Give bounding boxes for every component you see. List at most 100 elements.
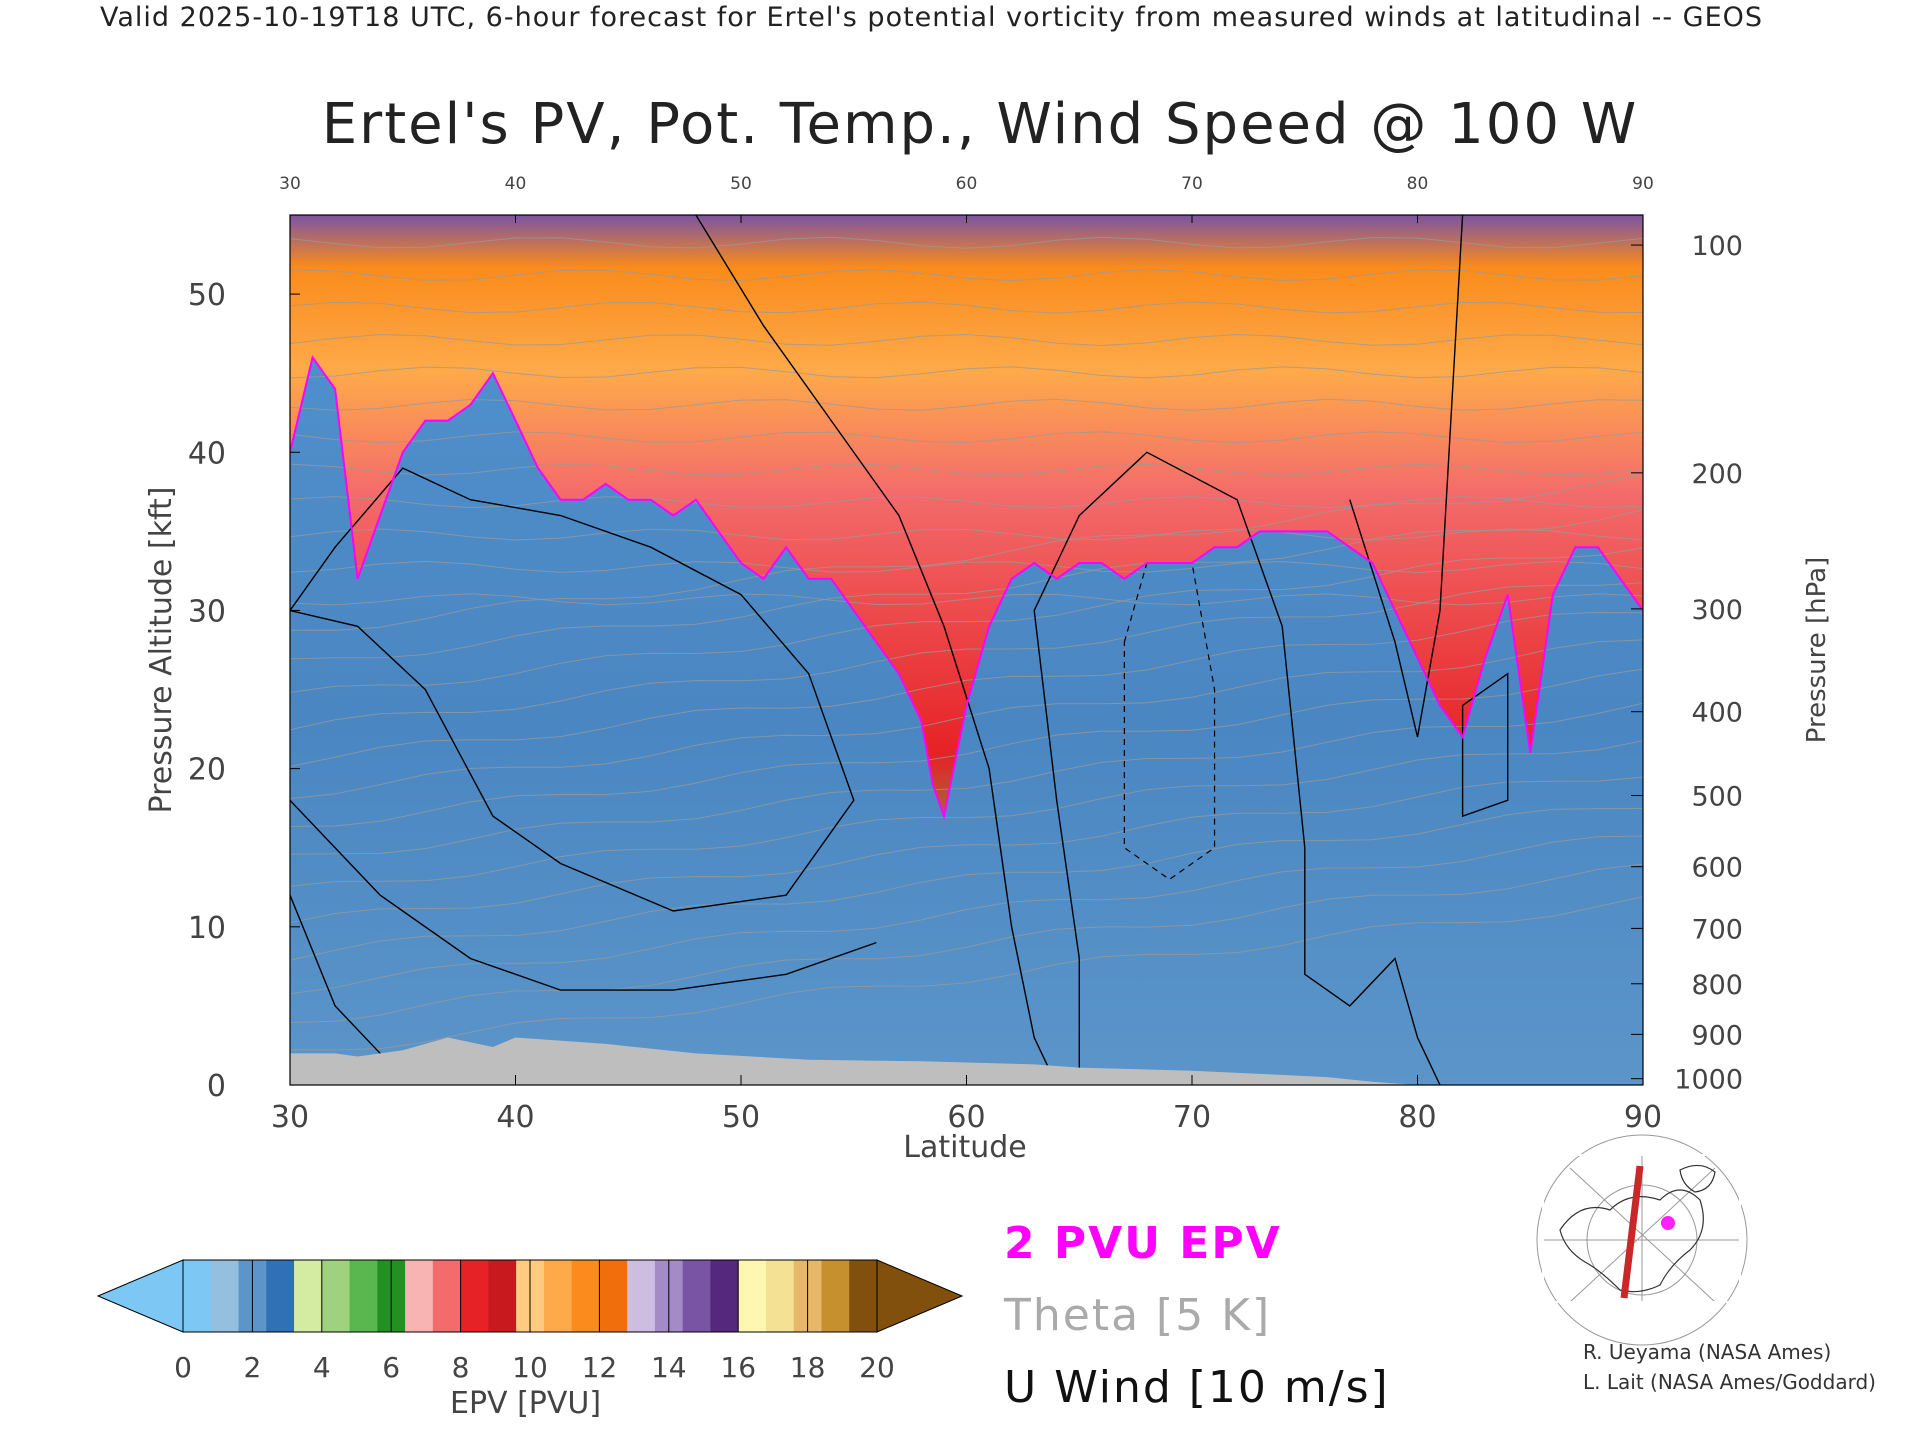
x-tick-label: 50 xyxy=(722,1100,760,1135)
x-top-tick-label: 40 xyxy=(505,174,527,194)
y-tick-label: 0 xyxy=(207,1069,226,1104)
top-caption: Valid 2025-10-19T18 UTC, 6-hour forecast… xyxy=(100,2,1764,33)
y-tick-label: 20 xyxy=(188,753,226,788)
legend-pv-line: 2 PVU EPV xyxy=(1004,1218,1282,1269)
y-tick-label: 10 xyxy=(188,911,226,946)
colorbar-segment xyxy=(765,1260,795,1332)
chart-title: Ertel's PV, Pot. Temp., Wind Speed @ 100… xyxy=(321,92,1639,157)
theta-contour xyxy=(290,333,1643,347)
y-axis-label: Pressure Altitude [kft] xyxy=(144,487,179,814)
theta-contour xyxy=(290,835,1643,995)
u-wind-contour xyxy=(1033,451,1441,1085)
x-top-tick-label: 30 xyxy=(279,174,301,194)
u-wind-contour xyxy=(290,467,855,912)
theta-contour xyxy=(290,269,1643,282)
x-axis-top: 30 40 50 60 70 80 90 xyxy=(279,174,1654,223)
colorbar-segment xyxy=(682,1260,712,1332)
theta-contour xyxy=(290,301,1643,314)
pressure-tick-label: 900 xyxy=(1691,1020,1743,1051)
legend-theta: Theta [5 K] xyxy=(1004,1290,1272,1341)
theta-contour xyxy=(290,582,1643,731)
theta-contour xyxy=(290,593,1643,606)
colorbar-segment xyxy=(321,1260,351,1332)
colorbar-tick-label: 10 xyxy=(512,1351,548,1384)
theta-contours xyxy=(290,236,1643,1051)
y-axis-right: 100 200 300 400 500 600 700 800 900 1000 xyxy=(1631,231,1743,1096)
theta-contour xyxy=(290,896,1643,1051)
u-wind-contour xyxy=(1461,672,1509,818)
y-tick-label: 50 xyxy=(188,278,226,313)
colorbar-segment xyxy=(183,1260,212,1332)
colorbar-segment xyxy=(738,1260,767,1332)
colorbar-segment xyxy=(849,1260,878,1332)
colorbar-tick-label: 8 xyxy=(452,1351,470,1384)
pressure-tick-label: 800 xyxy=(1691,970,1743,1001)
pressure-tick-label: 600 xyxy=(1691,853,1743,884)
colorbar-segment xyxy=(294,1260,323,1332)
x-axis-bottom: 30 40 50 60 70 80 90 xyxy=(271,1075,1662,1135)
theta-contour xyxy=(290,639,1643,800)
legend-u-wind: U Wind [10 m/s] xyxy=(1004,1362,1390,1413)
u-wind-contour xyxy=(1349,215,1464,738)
colorbar-tick-label: 20 xyxy=(859,1351,895,1384)
theta-contour xyxy=(290,863,1643,1023)
pressure-tick-label: 400 xyxy=(1691,698,1743,729)
pressure-tick-label: 300 xyxy=(1691,595,1743,626)
colorbar-segment xyxy=(821,1260,850,1332)
x-axis-label: Latitude xyxy=(903,1130,1026,1165)
section-line xyxy=(1620,1165,1644,1299)
theta-contour xyxy=(290,668,1643,827)
location-marker xyxy=(1661,1216,1675,1230)
x-tick-label: 30 xyxy=(271,1100,309,1135)
theta-contour xyxy=(290,702,1643,855)
colorbar-tick-label: 18 xyxy=(790,1351,826,1384)
colorbar-tick-label: 6 xyxy=(382,1351,400,1384)
pressure-tick-label: 500 xyxy=(1691,782,1743,813)
pv-2pvu-contour xyxy=(290,355,1643,820)
x-top-tick-label: 60 xyxy=(956,174,978,194)
colorbar-tick-label: 4 xyxy=(313,1351,331,1384)
theta-contour xyxy=(290,509,1643,660)
theta-contour xyxy=(290,496,1643,509)
theta-contour xyxy=(290,236,1643,249)
pressure-tick-label: 1000 xyxy=(1674,1065,1743,1096)
x-top-tick-label: 90 xyxy=(1632,174,1654,194)
x-top-tick-label: 80 xyxy=(1407,174,1429,194)
colorbar-tick-label: 2 xyxy=(243,1351,261,1384)
colorbar-segment xyxy=(599,1260,628,1332)
x-top-tick-label: 70 xyxy=(1181,174,1203,194)
north-america-outline xyxy=(1559,1189,1704,1293)
colorbar-segment xyxy=(432,1260,462,1332)
credit-line-1: R. Ueyama (NASA Ames) xyxy=(1583,1340,1832,1364)
x-tick-label: 90 xyxy=(1624,1100,1662,1135)
colorbar-segment xyxy=(210,1260,240,1332)
colorbar-segment xyxy=(571,1260,600,1332)
colorbar-segment xyxy=(627,1260,656,1332)
u-wind-contour xyxy=(290,799,877,991)
theta-contour xyxy=(290,740,1643,887)
colorbar-tick-label: 14 xyxy=(651,1351,687,1384)
colorbar-segment xyxy=(488,1260,517,1332)
pressure-tick-label: 700 xyxy=(1691,914,1743,945)
theta-contour xyxy=(290,808,1643,961)
colorbar-ticks: 0 2 4 6 8 10 12 14 16 18 20 xyxy=(174,1260,895,1384)
y-axis-left: 0 10 20 30 40 50 xyxy=(188,278,300,1104)
colorbar-segment xyxy=(405,1260,434,1332)
x-tick-label: 70 xyxy=(1173,1100,1211,1135)
x-top-tick-label: 50 xyxy=(730,174,752,194)
terrain xyxy=(290,1037,1643,1085)
inset-map xyxy=(1536,1134,1748,1346)
theta-contour xyxy=(290,528,1643,541)
credit-line-2: L. Lait (NASA Ames/Goddard) xyxy=(1583,1370,1876,1394)
colorbar-under-arrow xyxy=(96,1259,184,1333)
pressure-tick-label: 100 xyxy=(1691,231,1743,262)
theta-contour xyxy=(290,611,1643,767)
plot-area xyxy=(290,215,1643,1085)
colorbar-segment xyxy=(349,1260,378,1332)
greenland-outline xyxy=(1679,1164,1716,1193)
colorbar-segment xyxy=(266,1260,295,1332)
theta-contour xyxy=(290,398,1643,411)
theta-contour xyxy=(290,431,1643,444)
y-tick-label: 30 xyxy=(188,594,226,629)
